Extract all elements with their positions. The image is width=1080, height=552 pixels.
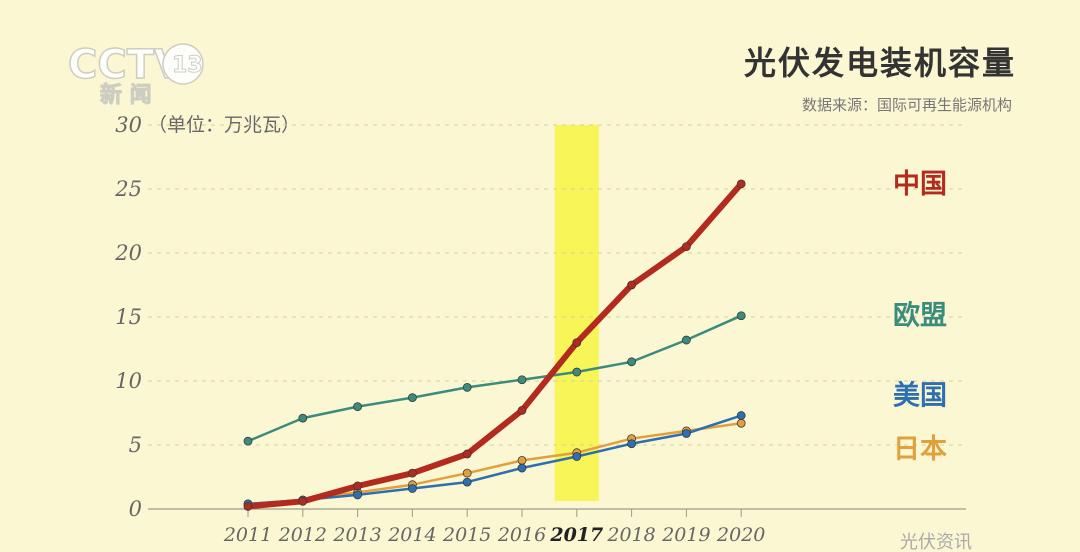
cctv-logo: CCTV 13 新 闻 [67,41,204,109]
data-point [353,490,363,500]
series-label: 欧盟 [893,301,947,332]
data-point [627,439,636,449]
data-point [517,463,527,473]
data-point [353,402,363,412]
data-point [407,484,417,493]
data-point [572,452,582,461]
data-point [462,449,472,459]
y-tick-label: 30 [115,113,142,137]
series-line [245,180,745,510]
data-point [627,280,636,290]
series-label: 日本 [893,434,947,465]
y-tick-label: 25 [114,177,142,201]
data-point [462,382,472,392]
data-point [243,502,253,511]
y-tick-label: 10 [115,369,142,393]
x-tick-label: 2012 [278,524,327,546]
data-point [736,311,746,321]
y-tick-label: 5 [129,433,142,457]
x-tick-label: 2019 [661,524,710,546]
y-tick-label: 15 [115,305,142,329]
data-point [298,413,308,423]
data-point [682,335,691,345]
x-tick-label: 2017 [549,524,603,546]
data-point [736,411,746,420]
data-point [243,436,253,446]
data-point [353,481,363,491]
data-point [572,338,582,348]
grid-group [148,124,966,446]
logo-sub-text: 新 闻 [100,82,152,108]
data-point [407,393,417,403]
data-point [682,429,691,438]
chart-source: 数据来源：国际可再生能源机构 [802,96,1012,114]
x-tick-label: 2016 [497,524,546,546]
watermark: 光伏资讯 [900,532,972,552]
logo-channel-badge [162,43,204,85]
highlight-band-group [554,125,599,501]
series-group [243,179,746,511]
data-point [572,367,582,377]
series-line [246,314,743,443]
data-point [517,375,527,385]
data-point [517,455,527,465]
series-label: 中国 [893,169,947,200]
x-tick-label: 2018 [606,524,655,546]
series-label: 美国 [893,380,947,412]
highlight-band [554,125,599,501]
series-line [246,414,743,506]
x-tick-label: 2014 [387,524,436,546]
data-point [627,357,636,367]
data-point [407,468,417,478]
y-tick-label: 0 [129,497,142,521]
y-tick-label: 20 [114,241,142,265]
data-point [462,468,472,478]
data-point [517,406,527,415]
x-tick-label: 2020 [716,524,765,546]
data-point [682,242,691,252]
chart-title: 光伏发电装机容量 [744,44,1016,82]
x-tick-label: 2015 [442,524,491,546]
unit-label: （单位：万兆瓦） [148,114,300,136]
data-point [298,496,308,506]
x-tick-label: 2013 [332,524,381,546]
logo-channel-text: 13 [172,53,203,78]
x-tick-label: 2011 [223,524,272,546]
data-point [736,179,746,189]
data-point [736,418,746,428]
data-point [462,477,472,487]
